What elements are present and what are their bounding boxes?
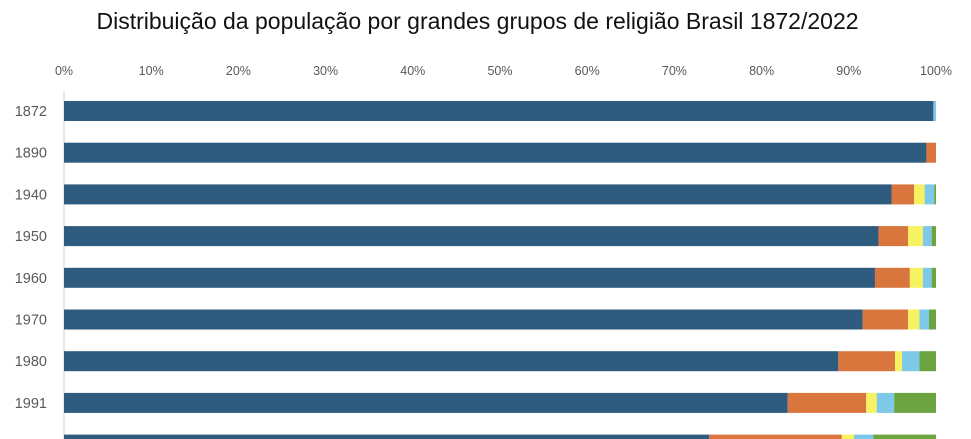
bar-segment [931, 226, 936, 247]
bar-segment [787, 392, 867, 413]
y-category-label: 2000 [15, 438, 47, 439]
bar-segment [866, 392, 877, 413]
x-tick-label: 100% [920, 64, 952, 78]
bar-segment [926, 142, 936, 163]
bar-segment [64, 392, 788, 413]
bar-segment [838, 351, 896, 372]
bar-segment [874, 267, 910, 288]
y-category-label: 1950 [15, 229, 47, 245]
x-tick-label: 90% [836, 64, 861, 78]
bar-segment [933, 101, 936, 121]
y-category-label: 1980 [15, 354, 47, 370]
x-tick-label: 10% [139, 64, 164, 78]
bar-segment [894, 392, 936, 413]
bars [64, 101, 936, 439]
y-category-label: 1970 [15, 313, 47, 329]
y-category-label: 1890 [15, 146, 47, 162]
bar-segment [854, 434, 874, 439]
x-tick-label: 20% [226, 64, 251, 78]
bar-segment [873, 434, 936, 439]
bar-segment [909, 267, 923, 288]
bar-segment [64, 226, 879, 247]
y-category-label: 1991 [15, 396, 47, 412]
y-axis-labels: 1872 1890 1940 1950 1960 1970 1980 1991 2000 [15, 104, 47, 439]
x-axis-ticks: 0% 10% 20% 30% 40% 50% 60% 70% 80% 90% 100% [55, 64, 952, 78]
bar-segment [919, 351, 936, 372]
bar-segment [895, 351, 902, 372]
x-tick-label: 30% [313, 64, 338, 78]
bar-segment [64, 142, 927, 163]
bar-segment [891, 184, 915, 205]
bar-segment [908, 309, 920, 330]
bar-segment [64, 101, 934, 121]
x-tick-label: 0% [55, 64, 73, 78]
bar-segment [924, 184, 935, 205]
bar-segment [931, 267, 936, 288]
x-tick-label: 60% [575, 64, 600, 78]
x-tick-label: 40% [400, 64, 425, 78]
bar-segment [841, 434, 855, 439]
bar-segment [709, 434, 842, 439]
bar-segment [64, 267, 875, 288]
y-category-label: 1940 [15, 187, 47, 203]
bar-segment [64, 309, 863, 330]
bar-segment [919, 309, 930, 330]
bar-segment [876, 392, 895, 413]
bar-segment [64, 351, 839, 372]
bar-segment [64, 184, 892, 205]
bar-segment [914, 184, 925, 205]
bar-segment [64, 434, 710, 439]
y-category-label: 1872 [15, 104, 47, 120]
bar-segment [922, 267, 932, 288]
bar-segment [908, 226, 923, 247]
bar-segment [934, 184, 936, 205]
x-tick-label: 70% [662, 64, 687, 78]
x-tick-label: 80% [749, 64, 774, 78]
bar-segment [862, 309, 909, 330]
bar-segment [878, 226, 909, 247]
y-category-label: 1960 [15, 271, 47, 287]
x-tick-label: 50% [487, 64, 512, 78]
bar-segment [901, 351, 920, 372]
bar-segment [922, 226, 932, 247]
chart-title: Distribuição da população por grandes gr… [96, 8, 859, 34]
bar-segment [929, 309, 936, 330]
